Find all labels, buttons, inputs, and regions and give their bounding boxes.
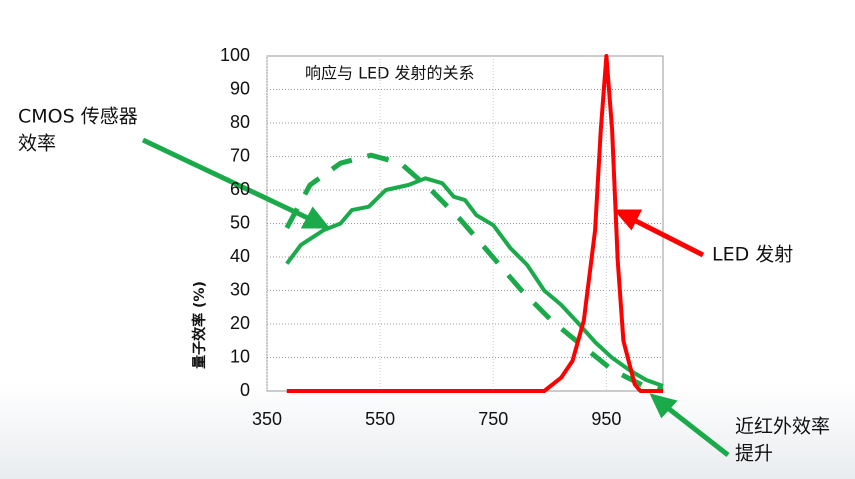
y-tick-label: 10 (230, 346, 250, 366)
y-tick-label: 40 (230, 246, 250, 266)
y-tick-label: 80 (230, 112, 250, 132)
annotation: LED 发射 (712, 244, 793, 266)
series-line (285, 176, 664, 388)
x-tick-label: 950 (591, 409, 621, 429)
series-line (284, 152, 663, 393)
arrow-head (613, 209, 643, 231)
x-tick-label: 350 (252, 409, 282, 429)
arrows (141, 137, 730, 457)
arrows (613, 209, 705, 258)
y-tick-label: 30 (230, 279, 250, 299)
y-tick-label: 90 (230, 78, 250, 98)
x-tick-label: 750 (478, 409, 508, 429)
chart-title: 响应与 LED 发射的关系 (305, 64, 475, 83)
y-axis-label: 量子效率 (%) (191, 281, 208, 369)
y-tick-label: 0 (240, 380, 250, 400)
arrow-head (300, 206, 331, 229)
y-tick-label: 50 (230, 212, 250, 232)
y-tick-label: 60 (230, 179, 250, 199)
annotation: 近红外效率 (735, 416, 830, 438)
series-line (286, 54, 663, 393)
y-tick-label: 70 (230, 145, 250, 165)
x-tick-label: 550 (365, 409, 395, 429)
annotation: 效率 (18, 133, 56, 155)
arrow (628, 215, 705, 258)
y-tick-label: 100 (220, 45, 250, 65)
arrow (662, 403, 730, 457)
annotation: CMOS 传感器 (18, 106, 138, 128)
arrow-head (649, 393, 678, 419)
y-tick-label: 20 (230, 313, 250, 333)
annotation: 提升 (735, 443, 773, 465)
arrow (141, 137, 314, 223)
